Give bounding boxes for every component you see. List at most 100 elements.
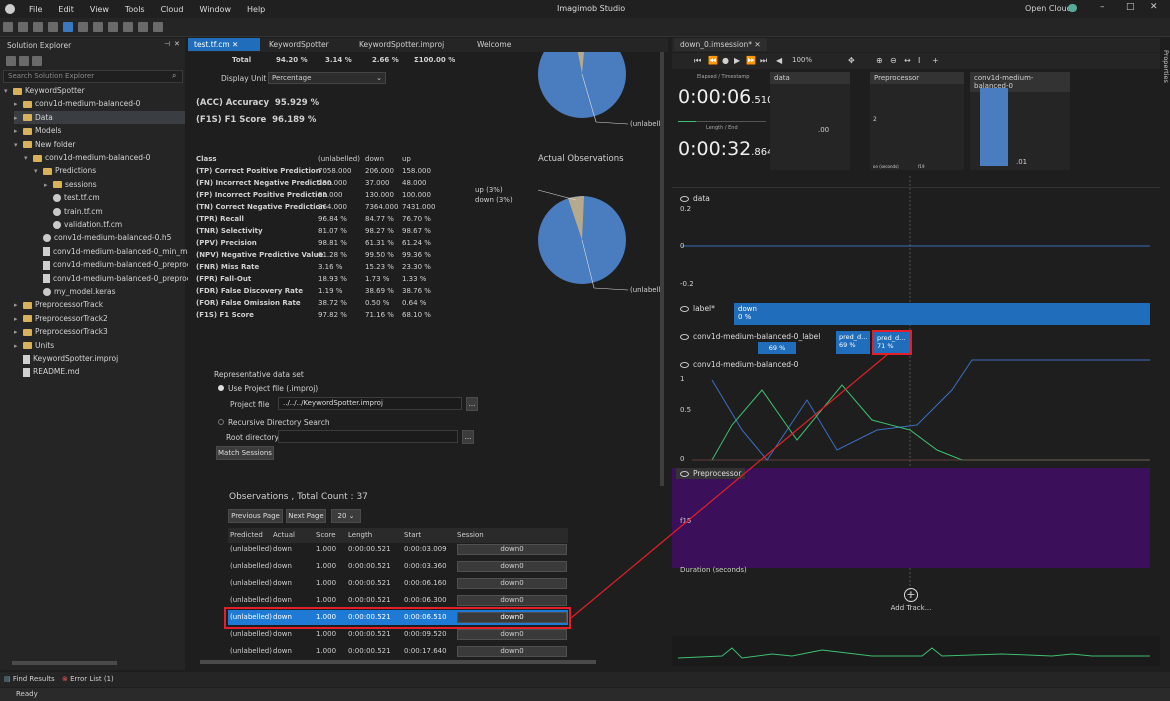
folder-view-icon[interactable] [6, 56, 16, 66]
project-file-input[interactable]: ../../../KeywordSpotter.improj [278, 397, 462, 410]
expand-caret-icon[interactable]: ▸ [14, 328, 18, 337]
delete-icon[interactable] [123, 22, 133, 32]
expand-caret-icon[interactable]: ▸ [14, 100, 18, 109]
tab-keywordspotter[interactable]: KeywordSpotter [269, 40, 329, 49]
root-directory-input[interactable] [278, 430, 458, 443]
eye-icon[interactable] [680, 196, 689, 202]
save-icon[interactable] [48, 22, 58, 32]
observation-row[interactable]: (unlabelled) down 1.000 0:00:00.521 0:00:03.… [228, 542, 568, 557]
expand-caret-icon[interactable]: ▾ [34, 167, 38, 176]
zoom-select[interactable]: 100% [792, 56, 813, 64]
expand-caret-icon[interactable]: ▸ [14, 314, 18, 323]
tab-keywordspotter-improj[interactable]: KeywordSpotter.improj [359, 40, 445, 49]
cloud-icon[interactable] [1068, 4, 1077, 12]
zoom-out-icon[interactable]: ⊖ [890, 56, 897, 65]
tree-item[interactable]: KeywordSpotter.improj [14, 352, 118, 365]
root-directory-browse-button[interactable]: ... [462, 430, 474, 444]
menu-file[interactable]: File [29, 4, 43, 14]
session-button[interactable]: down0 [457, 544, 567, 555]
tree-item[interactable]: ▾ KeywordSpotter [4, 84, 85, 97]
explorer-hscrollbar[interactable] [12, 661, 117, 665]
tree-item[interactable]: ▸ PreprocessorTrack3 [14, 325, 108, 338]
observations-vscrollbar[interactable] [660, 52, 664, 486]
add-track-button[interactable]: + Add Track... [890, 588, 932, 612]
preprocessor-card[interactable]: Preprocessor 2 on (seconds) f19 [870, 72, 964, 170]
tree-item[interactable]: my_model.keras [34, 285, 116, 298]
expand-caret-icon[interactable]: ▸ [44, 180, 48, 189]
zoom-in-icon[interactable]: ⊕ [876, 56, 883, 65]
minimize-icon[interactable]: – [1100, 2, 1105, 12]
session-button[interactable]: down0 [457, 561, 567, 572]
data-track-label[interactable]: data [680, 194, 710, 203]
menu-edit[interactable]: Edit [58, 4, 74, 14]
eye-icon[interactable] [680, 306, 689, 312]
step-forward-icon[interactable]: ⏩ [746, 56, 756, 65]
tree-item[interactable]: conv1d-medium-balanced-0_min_max.md [34, 245, 211, 258]
observation-row[interactable]: (unlabelled) down 1.000 0:00:00.521 0:00:06.… [228, 610, 568, 625]
maximize-icon[interactable]: □ [1126, 2, 1135, 12]
collapse-all-icon[interactable] [19, 56, 29, 66]
skip-end-icon[interactable]: ⏭ [760, 56, 768, 65]
tree-item[interactable]: ▸ Models [14, 124, 61, 137]
session-button[interactable]: down0 [457, 612, 567, 623]
menu-help[interactable]: Help [247, 4, 266, 14]
tree-item[interactable]: ▾ Predictions [34, 164, 96, 177]
tree-item[interactable]: README.md [14, 365, 80, 378]
display-unit-select[interactable]: Percentage ⌄ [268, 72, 386, 84]
cut-icon[interactable] [78, 22, 88, 32]
properties-sidebar[interactable]: Properties [1162, 50, 1170, 83]
tab-session[interactable]: down_0.imsession* ✕ [674, 38, 767, 51]
tree-item[interactable]: ▸ sessions [44, 178, 97, 191]
expand-caret-icon[interactable]: ▾ [4, 87, 8, 95]
explorer-search-input[interactable]: Search Solution Explorer [3, 70, 183, 83]
tree-item[interactable]: ▸ conv1d-medium-balanced-0 [14, 97, 140, 110]
session-button[interactable]: down0 [457, 629, 567, 640]
tree-item[interactable]: ▸ PreprocessorTrack [14, 298, 103, 311]
find-results-tab[interactable]: ▤ Find Results [4, 675, 55, 683]
previous-page-button[interactable]: Previous Page [228, 509, 283, 523]
tree-item[interactable]: ▾ conv1d-medium-balanced-0 [24, 151, 150, 164]
model-track-label[interactable]: conv1d-medium-balanced-0 [680, 360, 798, 369]
expand-caret-icon[interactable]: ▸ [14, 301, 18, 310]
menu-tools[interactable]: Tools [124, 4, 145, 14]
open-icon[interactable] [33, 22, 43, 32]
observation-row[interactable]: (unlabelled) down 1.000 0:00:00.521 0:00:03.… [228, 559, 568, 574]
menu-view[interactable]: View [89, 4, 109, 14]
observation-row[interactable]: (unlabelled) down 1.000 0:00:00.521 0:00:09.… [228, 627, 568, 642]
preprocessor-track-label[interactable]: Preprocessor [676, 468, 746, 479]
observation-row[interactable]: (unlabelled) down 1.000 0:00:00.521 0:00:06.… [228, 593, 568, 608]
tree-item[interactable]: validation.tf.cm [44, 218, 122, 231]
expand-caret-icon[interactable]: ▾ [24, 154, 28, 162]
observation-row[interactable]: (unlabelled) down 1.000 0:00:00.521 0:00:06.… [228, 576, 568, 591]
tree-item[interactable]: ▾ New folder [14, 138, 76, 151]
data-card[interactable]: data .00 [770, 72, 850, 170]
eye-icon[interactable] [680, 471, 689, 477]
close-window-icon[interactable]: ✕ [1150, 2, 1158, 12]
tree-item[interactable]: conv1d-medium-balanced-0_preprocessor [34, 258, 211, 271]
pred-segment-3[interactable]: pred_d... 71 % [872, 330, 912, 355]
tab-welcome[interactable]: Welcome [477, 40, 512, 49]
next-page-button[interactable]: Next Page [286, 509, 326, 523]
new-file-icon[interactable] [18, 22, 28, 32]
tree-item[interactable]: conv1d-medium-balanced-0.h5 [34, 231, 171, 244]
pin-icon[interactable]: ⊣ [164, 40, 171, 48]
volume-icon[interactable]: ◀ [776, 56, 783, 65]
add-icon[interactable]: + [932, 56, 939, 65]
expand-caret-icon[interactable]: ▸ [14, 127, 18, 136]
expand-caret-icon[interactable]: ▸ [14, 341, 18, 350]
session-button[interactable]: down0 [457, 578, 567, 589]
tree-item[interactable]: ▸ PreprocessorTrack2 [14, 312, 108, 325]
tree-item[interactable]: train.tf.cm [44, 205, 103, 218]
close-panel-icon[interactable]: ✕ [174, 40, 180, 48]
tree-item[interactable]: conv1d-medium-balanced-0_preprocessor [34, 272, 211, 285]
tree-item[interactable]: ▸ Units [14, 339, 54, 352]
use-project-radio[interactable]: Use Project file (.improj) [218, 384, 318, 393]
skip-start-icon[interactable]: ⏮ [694, 56, 702, 65]
tab-test-tf-cm[interactable]: test.tf.cm ✕ [188, 38, 260, 51]
save-all-icon[interactable] [63, 22, 73, 32]
undo-icon[interactable] [138, 22, 148, 32]
recursive-search-radio[interactable]: Recursive Directory Search [218, 418, 330, 427]
redo-icon[interactable] [153, 22, 163, 32]
copy-icon[interactable] [93, 22, 103, 32]
observation-row[interactable]: (unlabelled) down 1.000 0:00:00.521 0:00:17.… [228, 644, 568, 659]
